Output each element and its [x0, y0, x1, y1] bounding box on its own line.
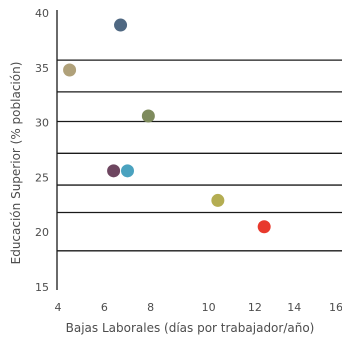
x-tick-8: 8: [147, 301, 154, 314]
x-tick-6: 6: [101, 301, 108, 314]
data-point-4: [121, 164, 134, 178]
data-point-2: [141, 109, 155, 123]
y-tick-15: 15: [35, 281, 49, 294]
x-tick-labels: 4 6 8 10 12 14 16: [55, 301, 342, 314]
x-tick-14: 14: [287, 301, 301, 314]
x-axis-title: Bajas Laborales (días por trabajador/año…: [66, 321, 315, 335]
y-axis-title: Educación Superior (% población): [9, 62, 23, 265]
y-tick-20: 20: [35, 226, 49, 239]
y-tick-30: 30: [35, 117, 49, 130]
data-points: [63, 18, 271, 234]
data-point-0: [114, 18, 128, 32]
x-tick-4: 4: [55, 301, 62, 314]
data-point-1: [63, 63, 77, 77]
y-tick-35: 35: [35, 62, 49, 75]
x-tick-12: 12: [248, 301, 262, 314]
y-tick-25: 25: [35, 171, 49, 184]
x-tick-10: 10: [202, 301, 216, 314]
x-tick-16: 16: [329, 301, 342, 314]
y-tick-40: 40: [35, 7, 49, 20]
gridlines: [57, 59, 342, 252]
data-point-3: [107, 164, 121, 178]
data-point-6: [257, 220, 271, 234]
data-point-5: [211, 193, 225, 207]
y-tick-labels: 15 20 25 30 35 40: [35, 7, 49, 294]
